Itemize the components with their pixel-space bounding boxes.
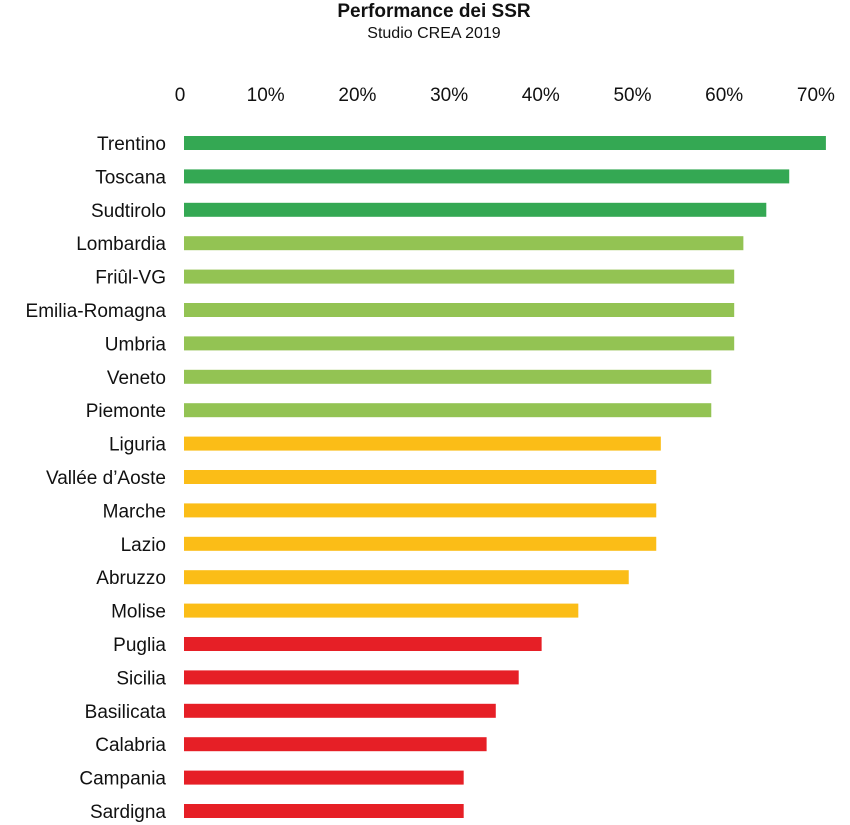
bar — [184, 737, 487, 752]
bar — [184, 570, 629, 585]
bar — [184, 637, 542, 651]
category-label: Abruzzo — [96, 568, 166, 589]
bar — [184, 369, 712, 384]
bar — [184, 670, 519, 685]
category-label: Calabria — [95, 735, 166, 756]
x-tick-label: 70% — [797, 85, 835, 106]
bar — [184, 470, 657, 484]
bar — [184, 503, 657, 518]
category-label: Puglia — [113, 635, 166, 656]
category-label: Basilicata — [85, 702, 167, 723]
bar — [184, 403, 712, 418]
bar — [184, 336, 735, 351]
bar — [184, 536, 657, 551]
category-label: Sudtirolo — [91, 201, 166, 222]
bar — [184, 136, 826, 150]
x-tick-label: 30% — [430, 85, 468, 106]
bar — [184, 236, 744, 251]
bar — [184, 269, 735, 284]
category-labels: Trentino Toscana Sudtirolo Lombardia Friûl-V… — [26, 134, 167, 823]
bar — [184, 436, 661, 451]
category-label: Friûl-VG — [95, 268, 166, 289]
category-label: Emilia-Romagna — [26, 301, 167, 322]
x-tick-label: 0 — [175, 85, 186, 106]
x-axis-tick-labels: 0 10% 20% 30% 40% 50% 60% 70% — [175, 85, 835, 106]
category-label: Marche — [103, 501, 166, 522]
category-label: Vallée d’Aoste — [46, 468, 166, 489]
x-tick-label: 60% — [705, 85, 743, 106]
x-tick-label: 20% — [338, 85, 376, 106]
category-label: Lombardia — [76, 234, 166, 255]
category-label: Molise — [111, 602, 166, 623]
chart-title: Performance dei SSR — [337, 1, 531, 22]
category-label: Toscana — [95, 167, 166, 188]
chart-subtitle: Studio CREA 2019 — [367, 25, 501, 42]
category-label: Piemonte — [86, 401, 166, 422]
category-label: Campania — [79, 769, 166, 790]
category-label: Umbria — [105, 334, 167, 355]
category-label: Lazio — [121, 535, 166, 556]
bar — [184, 603, 579, 618]
category-label: Veneto — [107, 368, 166, 389]
bars — [184, 136, 826, 818]
bar — [184, 770, 464, 785]
bar — [184, 202, 767, 217]
x-tick-label: 40% — [522, 85, 560, 106]
bar — [184, 703, 496, 718]
category-label: Sicilia — [116, 668, 166, 689]
category-label: Trentino — [97, 134, 166, 155]
bar — [184, 303, 735, 317]
category-label: Liguria — [109, 435, 166, 456]
category-label: Sardigna — [90, 802, 166, 823]
bar — [184, 169, 790, 184]
x-tick-label: 50% — [613, 85, 651, 106]
bar — [184, 804, 464, 818]
x-tick-label: 10% — [247, 85, 285, 106]
